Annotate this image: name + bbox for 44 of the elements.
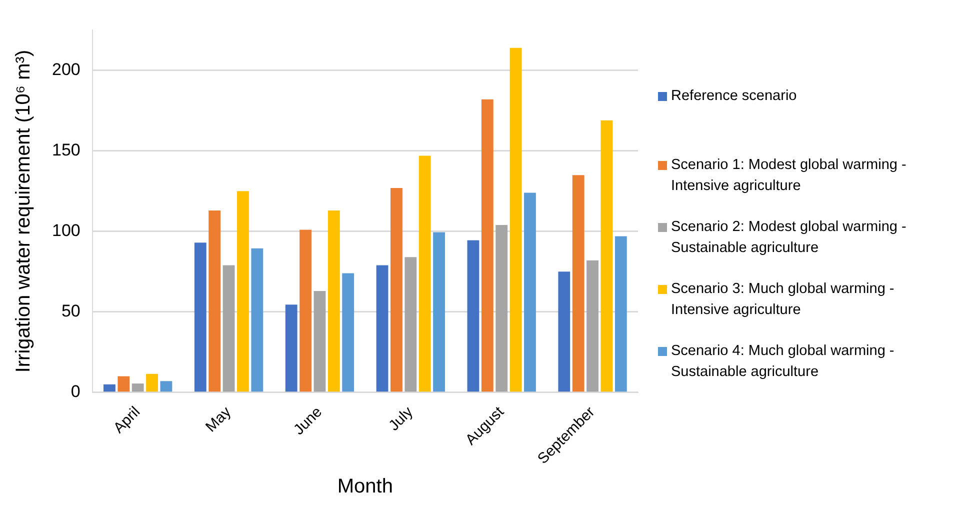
bar: [222, 265, 235, 392]
bar: [524, 192, 536, 392]
bar: [300, 230, 312, 392]
bar: [194, 242, 206, 392]
bar: [467, 240, 480, 392]
legend-label: Scenario 1: Modest global warming - Intensive agriculture: [671, 156, 908, 196]
bar: [433, 232, 445, 392]
y-tick-label: 200: [52, 60, 80, 80]
bar: [237, 191, 249, 392]
bar: [418, 156, 431, 392]
y-tick-label: 100: [52, 221, 80, 240]
bar: [314, 290, 326, 392]
y-axis-title: Irrigation water requirement (10⁶ m³): [12, 50, 35, 373]
bar: [600, 120, 613, 392]
bar: [251, 248, 264, 392]
bar: [160, 381, 172, 392]
legend-label: Scenario 4: Much global warming - Sustainable agriculture: [671, 342, 896, 382]
legend-label: Scenario 3: Much global warming - Intensive agriculture: [671, 280, 896, 320]
bar: [614, 236, 627, 392]
bar: [510, 48, 522, 392]
bar: [132, 384, 144, 392]
x-tick-label: July: [386, 403, 417, 434]
y-tick-label: 50: [61, 302, 80, 321]
y-tick-label: 0: [70, 382, 80, 402]
bar: [104, 384, 116, 392]
bar: [558, 272, 570, 392]
legend-label: Reference scenario: [671, 87, 797, 106]
x-tick-label: May: [202, 403, 235, 436]
x-axis-title: Month: [337, 476, 393, 498]
bar: [285, 304, 298, 392]
bar: [390, 188, 402, 392]
bar: [496, 224, 508, 392]
bar: [342, 273, 354, 392]
bar: [586, 260, 598, 392]
bar: [376, 265, 388, 392]
y-tick-label: 150: [52, 140, 80, 160]
bar: [118, 376, 130, 392]
bar: [572, 175, 584, 392]
bar: [146, 374, 158, 392]
bar: [481, 99, 494, 392]
legend-label: Scenario 2: Modest global warming - Sustainable agriculture: [671, 218, 908, 258]
bar: [328, 210, 340, 392]
bar: [404, 257, 417, 392]
bar: [208, 210, 221, 392]
